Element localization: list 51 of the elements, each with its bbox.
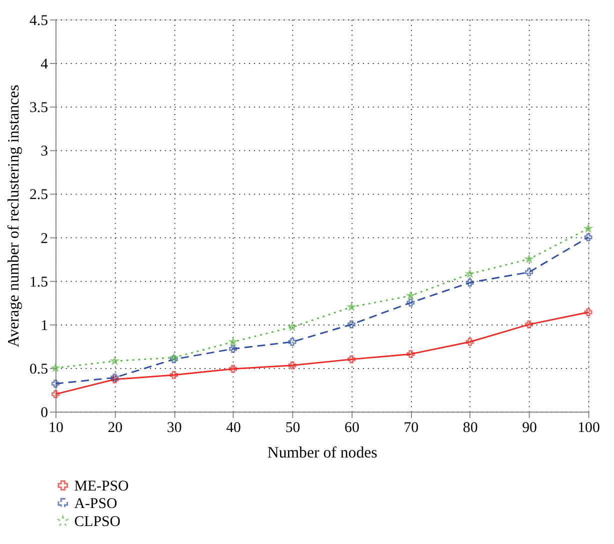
point <box>466 270 474 278</box>
x-tick-label: 10 <box>48 420 64 436</box>
legend-label: ME-PSO <box>74 478 129 494</box>
x-tick-label: 100 <box>578 420 600 436</box>
point <box>170 355 178 364</box>
y-tick-label: 1.5 <box>29 274 48 290</box>
y-tick-label: 2 <box>40 230 48 247</box>
point <box>584 233 592 242</box>
y-tick-label: 0 <box>40 405 48 422</box>
point <box>51 380 60 388</box>
x-tick-label: 60 <box>344 420 360 436</box>
y-tick-label: 3.5 <box>29 100 48 116</box>
point <box>51 390 60 398</box>
legend-label: A-PSO <box>74 496 118 512</box>
y-tick-label: 1 <box>40 318 48 334</box>
point <box>288 361 296 370</box>
point <box>288 338 296 346</box>
y-axis-title: Average number of reclustering instances <box>6 84 23 348</box>
point <box>584 308 592 316</box>
point <box>466 278 474 287</box>
point <box>525 268 534 276</box>
x-tick-label: 40 <box>226 420 241 436</box>
point <box>466 338 474 346</box>
point <box>229 338 237 346</box>
y-tick-label: 4 <box>40 56 49 72</box>
point <box>170 354 178 361</box>
y-tick-label: 0.5 <box>29 361 48 378</box>
y-tick-label: 2.5 <box>29 187 48 204</box>
x-axis-title: Number of nodes <box>267 444 378 462</box>
point <box>584 224 592 232</box>
x-tick-label: 20 <box>108 420 123 436</box>
legend-label: CLPSO <box>74 514 121 530</box>
point <box>525 255 533 262</box>
point <box>406 292 414 300</box>
x-tick-label: 30 <box>166 420 182 436</box>
x-tick-label: 50 <box>285 420 300 436</box>
point <box>110 357 118 364</box>
x-tick-label: 80 <box>462 420 478 436</box>
point <box>347 320 356 328</box>
y-tick-label: 3 <box>40 144 48 160</box>
x-tick-label: 70 <box>404 420 419 436</box>
point <box>288 323 296 330</box>
point <box>406 298 415 307</box>
x-tick-label: 90 <box>522 420 537 436</box>
point <box>525 320 534 328</box>
point <box>347 355 356 364</box>
point <box>406 350 415 358</box>
point <box>170 371 178 379</box>
point <box>229 364 238 373</box>
point <box>229 344 238 353</box>
y-tick-label: 4.5 <box>29 12 48 29</box>
